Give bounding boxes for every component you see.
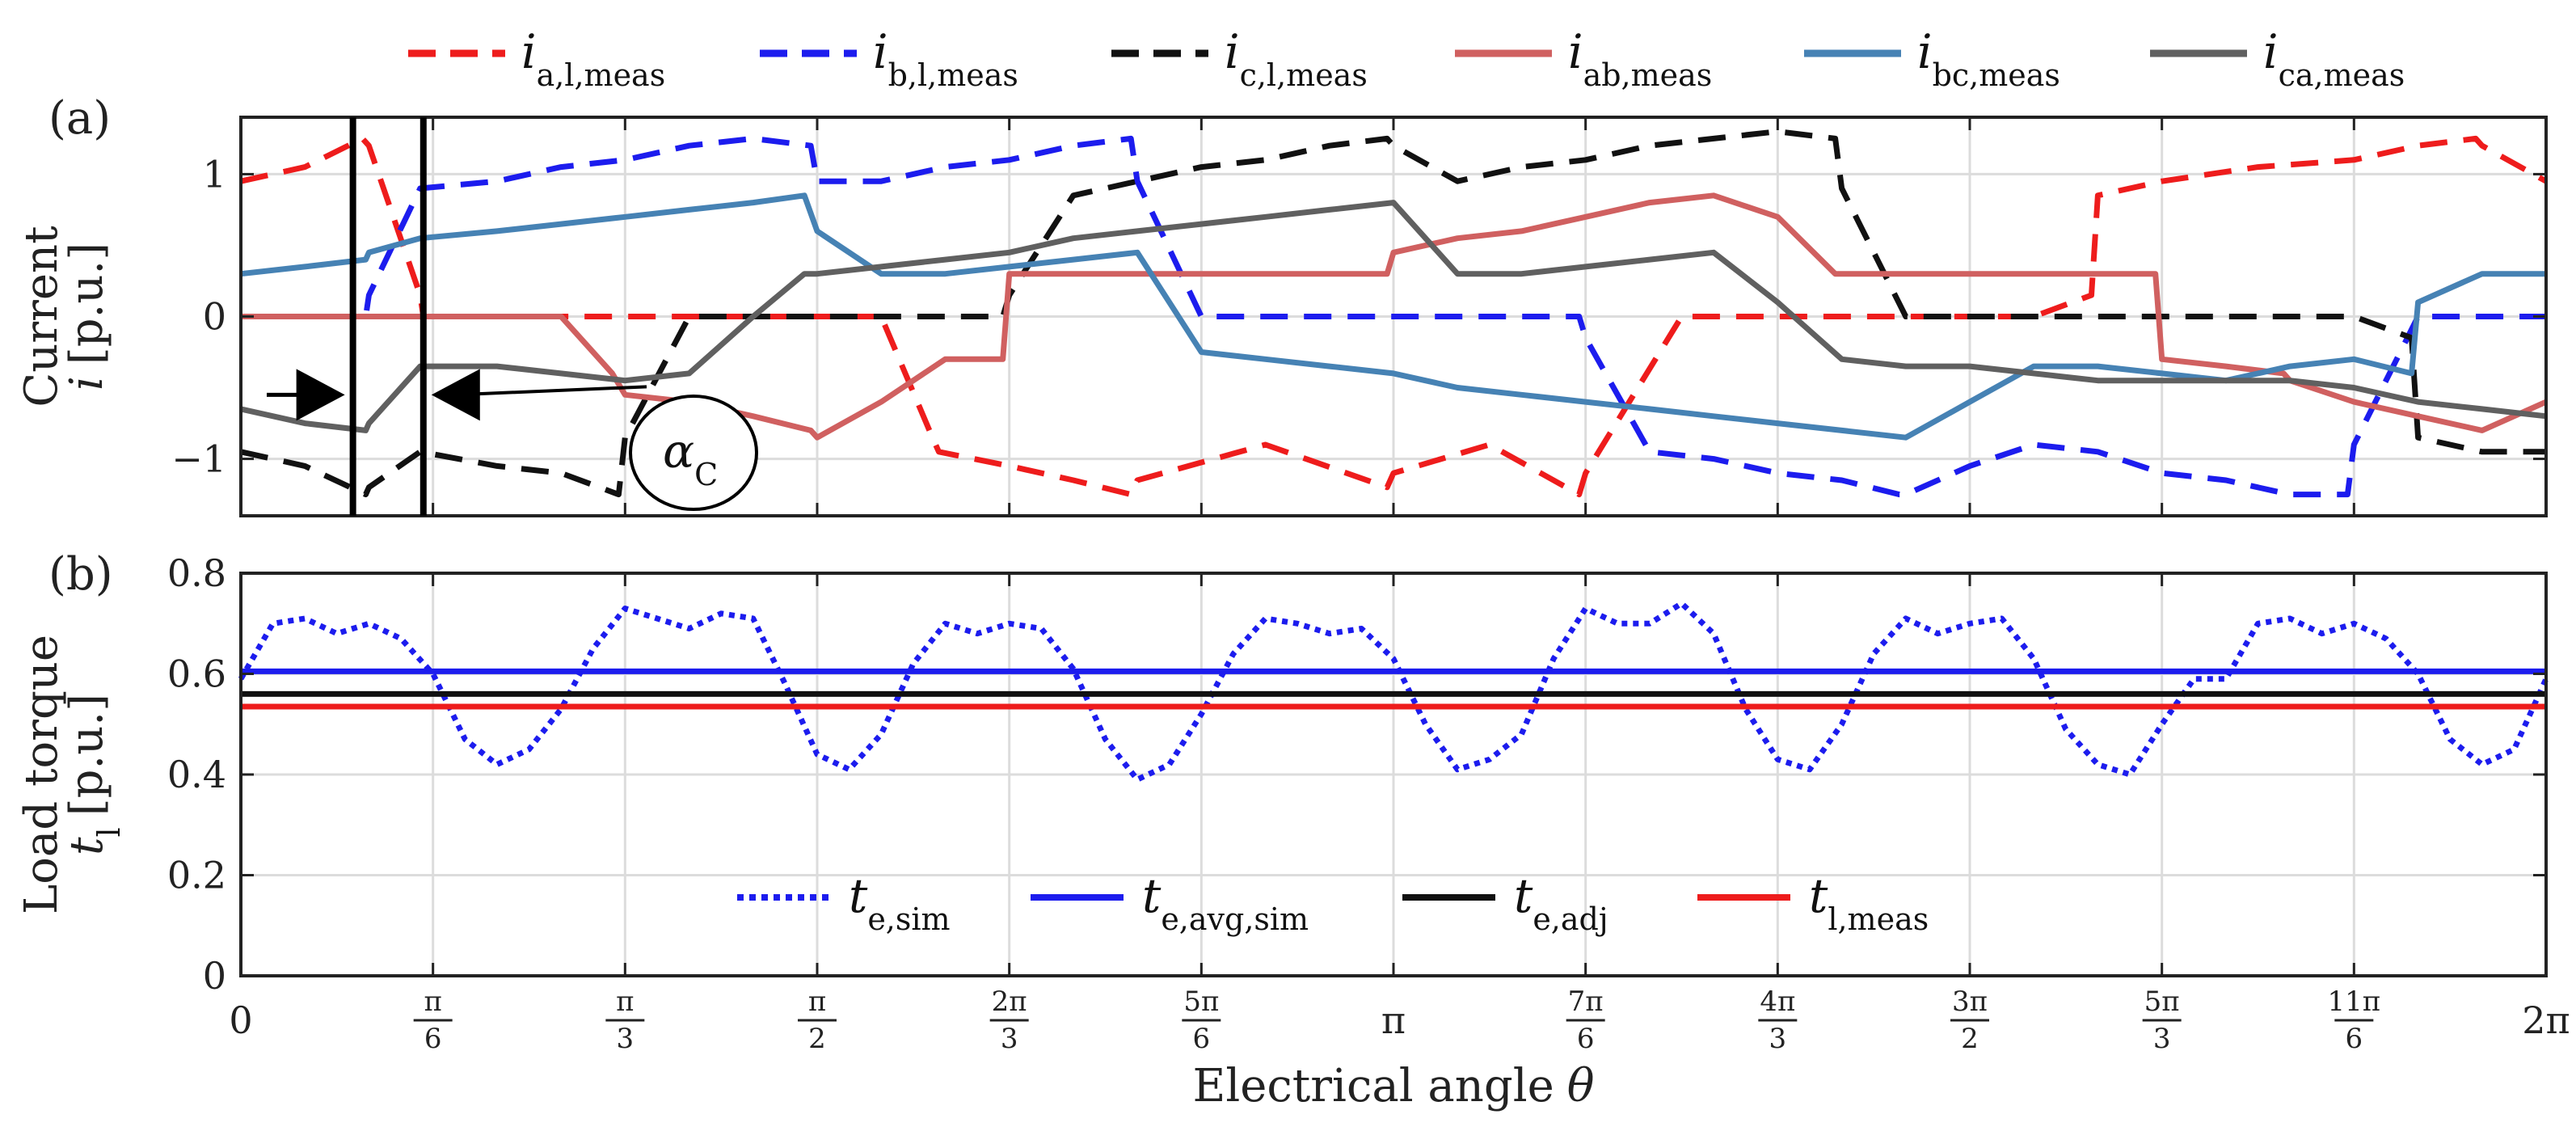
- y-axis-label-line1: Current: [15, 226, 68, 407]
- x-tick-label: 2π: [2522, 998, 2570, 1042]
- y-axis-label-line2: tl[p.u.]: [61, 694, 127, 855]
- y-axis-label-line1: Load torque: [15, 635, 68, 914]
- y-tick-label: 0: [203, 295, 226, 339]
- commutation-annotation: αC: [267, 117, 758, 516]
- grid: [241, 573, 2546, 976]
- legend-label: ibc,meas: [1917, 24, 2060, 93]
- x-tick-numerator: 2π: [992, 986, 1027, 1018]
- arrow-right-head: [296, 369, 345, 421]
- x-tick-numerator: 5π: [2144, 986, 2180, 1018]
- legend-label: te,avg,sim: [1142, 868, 1309, 937]
- x-tick-numerator: 3π: [1952, 986, 1988, 1018]
- x-tick-denominator: 3: [2153, 1023, 2171, 1055]
- plot-frame: [239, 116, 2548, 517]
- x-tick-label-fraction: 7π6: [1566, 986, 1605, 1055]
- legend-item-ib: ib,l,meas: [760, 24, 1018, 93]
- x-tick-denominator: 6: [1577, 1023, 1595, 1055]
- legend-item-ibc: ibc,meas: [1804, 24, 2060, 93]
- x-tick-label-fraction: π2: [798, 986, 837, 1055]
- x-tick-label-fraction: 3π2: [1950, 986, 1989, 1055]
- panel-label: (a): [48, 92, 111, 145]
- legend-label: iab,meas: [1568, 24, 1712, 93]
- x-axis-label: Electrical angle θ: [1192, 1060, 1594, 1112]
- legend-label: tl,meas: [1809, 868, 1929, 937]
- series-line-ibc: [240, 192, 2546, 441]
- x-tick-numerator: 7π: [1568, 986, 1604, 1018]
- x-tick-numerator: 5π: [1183, 986, 1219, 1018]
- legend-label: te,sim: [849, 868, 951, 937]
- series-line-ib: [241, 135, 2546, 498]
- x-tick-numerator: 4π: [1760, 986, 1795, 1018]
- series-line-ia: [240, 135, 2548, 498]
- x-tick-denominator: 6: [2346, 1023, 2363, 1055]
- series-line-ic: [240, 129, 2546, 498]
- legend-label: ib,l,meas: [873, 24, 1018, 93]
- x-tick-numerator: π: [616, 986, 634, 1018]
- x-tick-label-fraction: 2π3: [989, 986, 1029, 1055]
- x-tick-label: 0: [229, 998, 252, 1042]
- y-tick-label: 0.8: [167, 551, 226, 595]
- commutation-label-circle: [629, 395, 758, 511]
- legend-label: te,adj: [1514, 868, 1608, 937]
- y-tick-label: 1: [203, 152, 226, 196]
- legend-label: ia,l,meas: [521, 24, 665, 93]
- x-tick-label-fraction: π6: [413, 986, 453, 1055]
- y-axis-label-line2: i[p.u.]: [61, 243, 113, 390]
- legend-item-ica: ica,meas: [2150, 24, 2405, 93]
- series-group: [238, 600, 2549, 783]
- series-line-ica: [240, 200, 2547, 433]
- legend-item-te_avg: te,avg,sim: [1031, 868, 1309, 937]
- x-tick-denominator: 3: [1001, 1023, 1018, 1055]
- arrow-left-shaft: [455, 385, 647, 397]
- x-tick-denominator: 2: [1961, 1023, 1979, 1055]
- x-tick-denominator: 3: [617, 1023, 635, 1055]
- legend-item-ic: ic,l,meas: [1111, 24, 1368, 93]
- x-tick-denominator: 2: [808, 1023, 826, 1055]
- panel-label: (b): [48, 548, 113, 601]
- x-tick-label-fraction: 5π3: [2142, 986, 2182, 1055]
- y-tick-label: 0.4: [167, 753, 226, 796]
- legend-item-tl_meas: tl,meas: [1697, 868, 1929, 937]
- y-tick-label: −1: [171, 437, 226, 481]
- x-tick-label-fraction: 5π6: [1182, 986, 1221, 1055]
- legend-item-iab: iab,meas: [1455, 24, 1712, 93]
- current-legend: ia,l,meas ib,l,meas ic,l,meas iab,meas ibc,m…: [408, 24, 2405, 93]
- x-tick-numerator: 11π: [2328, 986, 2381, 1018]
- x-tick-label-fraction: π3: [605, 986, 645, 1055]
- commutation-label: αC: [663, 424, 718, 492]
- y-tick-label: 0.6: [167, 652, 226, 696]
- x-tick-numerator: π: [424, 986, 441, 1018]
- x-tick-numerator: π: [808, 986, 826, 1018]
- legend-label: ic,l,meas: [1225, 24, 1368, 93]
- series-line-iab: [241, 192, 2548, 441]
- legend-item-te_sim: te,sim: [737, 868, 951, 937]
- x-tick-denominator: 3: [1769, 1023, 1787, 1055]
- series-line-te_sim: [238, 600, 2549, 783]
- x-tick-label-fraction: 4π3: [1758, 986, 1798, 1055]
- arrow-left-head: [431, 369, 480, 421]
- ticks: −1 0 1: [171, 117, 2548, 516]
- y-tick-label: 0.2: [167, 854, 226, 897]
- legend-label: ica,meas: [2263, 24, 2405, 93]
- plot-frame: [239, 572, 2548, 977]
- x-tick-label: π: [1381, 998, 1406, 1042]
- x-tick-denominator: 6: [424, 1023, 442, 1055]
- legend-item-te_adj: te,adj: [1402, 868, 1608, 937]
- x-tick-denominator: 6: [1193, 1023, 1211, 1055]
- series-group: [240, 129, 2548, 498]
- y-tick-label: 0: [203, 954, 226, 998]
- legend-item-ia: ia,l,meas: [408, 24, 665, 93]
